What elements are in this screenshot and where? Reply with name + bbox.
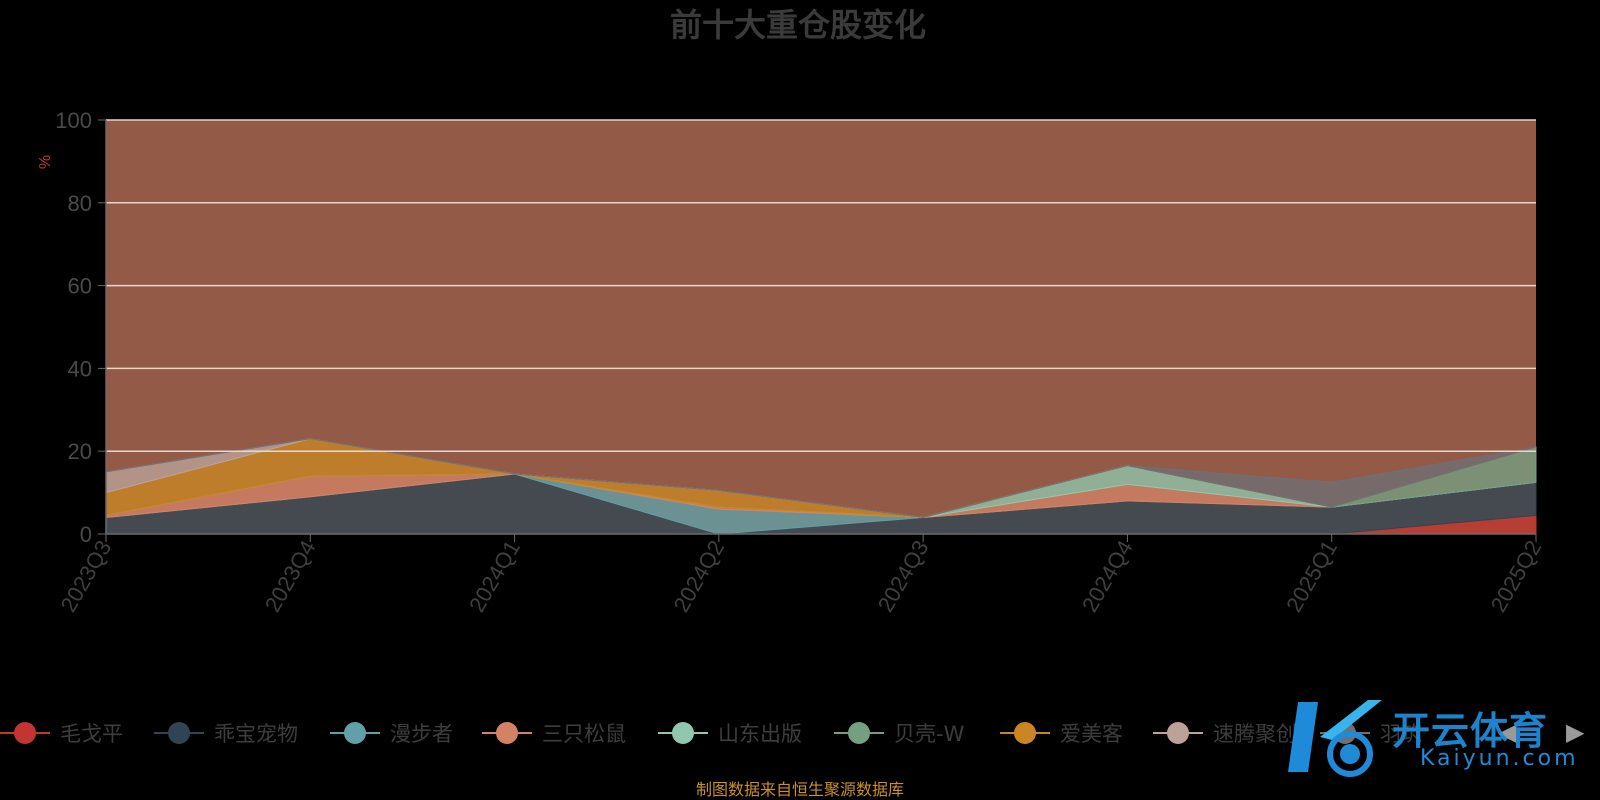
legend-label: 爱美客 (1060, 722, 1123, 746)
legend-label: 毛戈平 (60, 722, 123, 746)
y-tick-label: 0 (80, 522, 92, 547)
legend-prev-page-icon[interactable]: ◀ (1498, 719, 1517, 746)
legend-item-2[interactable]: 乖宝宠物 (154, 722, 298, 746)
legend-marker-icon (496, 722, 518, 744)
legend: 毛戈平 乖宝宠物 漫步者 三只松鼠 山东出版 贝壳-W 爱美客 速腾聚创 羽筑 (0, 722, 1422, 746)
x-tick-label: 2024Q1 (464, 536, 525, 616)
legend-item-4[interactable]: 三只松鼠 (482, 722, 626, 746)
y-axis-unit-label: % (37, 155, 54, 169)
legend-marker-icon (848, 722, 870, 744)
legend-label: 贝壳-W (894, 722, 965, 746)
y-tick-label: 60 (68, 274, 92, 299)
legend-marker-icon (672, 722, 694, 744)
grid-lines (106, 119, 1536, 452)
plot-area (105, 120, 1537, 535)
legend-label: 乖宝宠物 (214, 722, 298, 746)
legend-marker-icon (168, 722, 190, 744)
y-tick-label: 20 (68, 439, 92, 464)
y-tick-label: 80 (68, 191, 92, 216)
source-note: 制图数据来自恒生聚源数据库 (696, 780, 904, 799)
x-tick-label: 2024Q2 (668, 536, 729, 616)
x-tick-label: 2024Q4 (1077, 536, 1138, 616)
legend-label: 三只松鼠 (542, 722, 626, 746)
legend-marker-icon (344, 722, 366, 744)
series-area-9[interactable] (105, 438, 1537, 518)
x-tick-label: 2024Q3 (873, 536, 934, 616)
legend-label: 速腾聚创 (1213, 722, 1297, 746)
legend-item-3[interactable]: 漫步者 (330, 722, 453, 746)
legend-item-1[interactable]: 毛戈平 (0, 722, 123, 746)
x-tick-label: 2025Q1 (1281, 536, 1342, 616)
legend-marker-icon (1014, 722, 1036, 744)
legend-label: 漫步者 (390, 722, 453, 746)
legend-label: 羽筑 (1380, 722, 1422, 746)
y-tick-label: 100 (55, 108, 92, 133)
legend-item-8[interactable]: 速腾聚创 (1153, 722, 1297, 746)
legend-marker-icon (1334, 722, 1356, 744)
legend-item-5[interactable]: 山东出版 (658, 722, 802, 746)
legend-label: 山东出版 (718, 722, 802, 746)
x-tick-label: 2023Q4 (260, 536, 321, 616)
legend-next-page-icon[interactable]: ▶ (1566, 719, 1585, 746)
legend-item-9[interactable]: 羽筑 (1320, 722, 1422, 746)
x-tick-label: 2023Q3 (56, 536, 117, 616)
y-tick-label: 40 (68, 356, 92, 381)
legend-item-6[interactable]: 贝壳-W (834, 722, 965, 746)
legend-marker-icon (1167, 722, 1189, 744)
x-tick-label: 2025Q2 (1486, 536, 1547, 616)
legend-item-7[interactable]: 爱美客 (1000, 722, 1123, 746)
chart-title: 前十大重仓股变化 (670, 6, 926, 44)
legend-marker-icon (14, 722, 36, 744)
